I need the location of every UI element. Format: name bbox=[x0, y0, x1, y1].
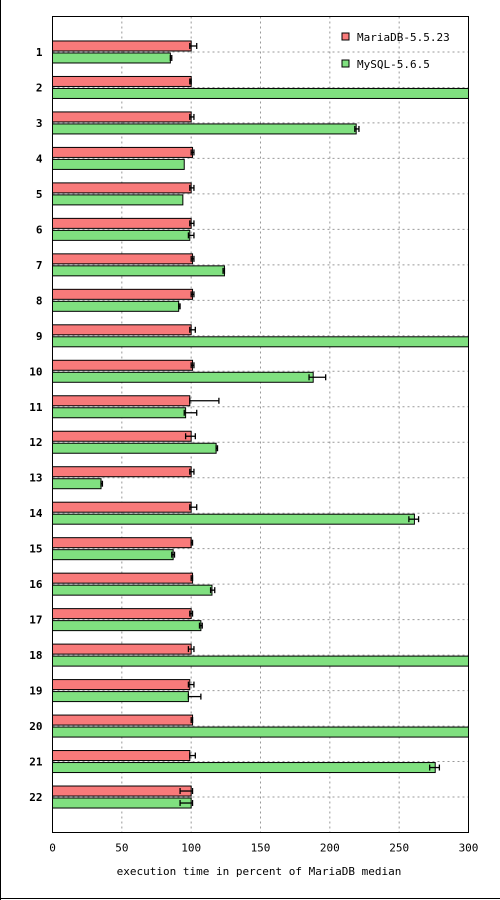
legend-label: MySQL-5.6.5 bbox=[357, 58, 430, 71]
bar bbox=[52, 430, 192, 442]
legend: MariaDB-5.5.23 MySQL-5.6.5 bbox=[341, 31, 450, 71]
bar bbox=[52, 395, 191, 407]
bar bbox=[52, 620, 202, 632]
bars bbox=[52, 40, 469, 809]
y-tick-label: 11 bbox=[29, 401, 43, 414]
bar bbox=[52, 217, 192, 229]
y-tick-label: 17 bbox=[29, 614, 42, 627]
y-tick-label: 2 bbox=[36, 81, 43, 94]
bar bbox=[52, 336, 469, 348]
bar bbox=[52, 371, 314, 383]
bar bbox=[52, 75, 192, 87]
y-tick-label: 18 bbox=[29, 649, 42, 662]
y-tick-label: 6 bbox=[36, 223, 43, 236]
bar bbox=[52, 253, 194, 265]
y-tick-label: 14 bbox=[29, 507, 43, 520]
bar bbox=[52, 501, 192, 513]
y-tick-label: 13 bbox=[29, 472, 42, 485]
bar bbox=[52, 265, 225, 277]
y-tick-label: 22 bbox=[29, 791, 42, 804]
x-tick-label: 50 bbox=[115, 842, 128, 855]
y-tick-label: 5 bbox=[36, 188, 43, 201]
bar bbox=[52, 726, 469, 738]
y-tick-label: 7 bbox=[36, 259, 43, 272]
bar bbox=[52, 537, 192, 549]
bar bbox=[52, 194, 184, 206]
bar bbox=[52, 785, 192, 797]
y-tick-label: 16 bbox=[29, 578, 43, 591]
bar bbox=[52, 87, 469, 99]
bar bbox=[52, 643, 192, 655]
plot-frame bbox=[52, 16, 469, 833]
bar bbox=[52, 608, 192, 620]
bar bbox=[52, 691, 189, 703]
bar bbox=[52, 572, 194, 584]
bar bbox=[52, 655, 469, 667]
bar bbox=[52, 182, 192, 194]
y-tick-label: 21 bbox=[29, 756, 43, 769]
bar bbox=[52, 549, 174, 561]
bar bbox=[52, 288, 194, 300]
bar bbox=[52, 158, 185, 170]
x-tick-label: 300 bbox=[459, 842, 479, 855]
y-tick-label: 3 bbox=[36, 117, 43, 130]
grid-lines bbox=[52, 16, 469, 833]
y-tick-label: 19 bbox=[29, 685, 42, 698]
bar bbox=[52, 146, 194, 158]
y-tick-label: 4 bbox=[36, 152, 43, 165]
y-tick-label: 1 bbox=[36, 46, 43, 59]
y-tick-label: 15 bbox=[29, 543, 42, 556]
x-tick-label: 0 bbox=[49, 842, 56, 855]
bar bbox=[52, 584, 213, 596]
y-tick-label: 10 bbox=[29, 365, 42, 378]
x-tick-label: 100 bbox=[181, 842, 201, 855]
x-tick-labels: 0 50 100 150 200 250 300 bbox=[49, 842, 478, 855]
bar bbox=[52, 359, 194, 371]
bar bbox=[52, 324, 192, 336]
bar bbox=[52, 750, 191, 762]
bar bbox=[52, 762, 436, 774]
x-tick-label: 150 bbox=[251, 842, 271, 855]
bar bbox=[52, 442, 217, 454]
bar bbox=[52, 478, 102, 490]
error-bars bbox=[100, 42, 441, 807]
legend-label: MariaDB-5.5.23 bbox=[357, 31, 450, 44]
y-tick-label: 12 bbox=[29, 436, 42, 449]
legend-swatch bbox=[341, 59, 350, 68]
bar bbox=[52, 679, 191, 691]
bar bbox=[52, 40, 192, 52]
bar bbox=[52, 797, 192, 809]
x-tick-label: 200 bbox=[320, 842, 340, 855]
bar bbox=[52, 714, 194, 726]
y-tick-label: 9 bbox=[36, 330, 43, 343]
bar bbox=[52, 123, 357, 135]
bar bbox=[52, 407, 187, 419]
x-tick-label: 250 bbox=[389, 842, 409, 855]
bar bbox=[52, 466, 192, 478]
y-tick-label: 20 bbox=[29, 720, 42, 733]
bar bbox=[52, 111, 192, 123]
bar bbox=[52, 52, 171, 64]
y-tick-label: 8 bbox=[36, 294, 43, 307]
legend-swatch bbox=[341, 32, 350, 41]
bar bbox=[52, 229, 191, 241]
bar bbox=[52, 300, 180, 312]
x-axis-label: execution time in percent of MariaDB med… bbox=[117, 865, 402, 878]
bar bbox=[52, 513, 415, 525]
